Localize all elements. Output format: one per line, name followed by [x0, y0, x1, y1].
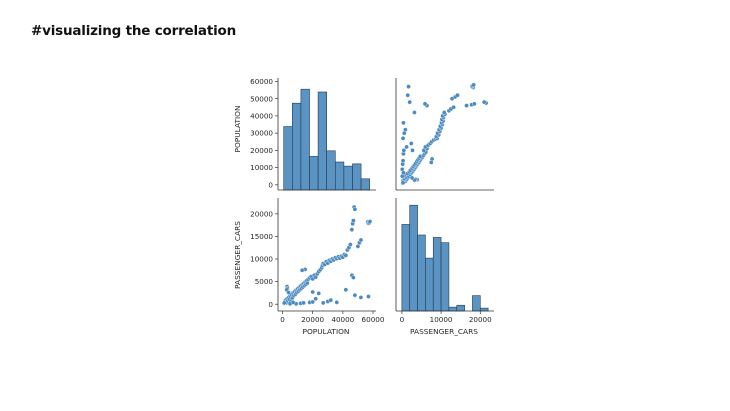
hist-bar	[401, 224, 411, 312]
scatter-point	[401, 170, 406, 176]
ylabel-population: POPULATION	[233, 106, 242, 153]
panel-population-hist: 0 10000 20000 30000 40000 50000 60000	[250, 77, 376, 191]
hist-bar	[432, 237, 442, 312]
axis-labels: POPULATION PASSENGER_CARS POPULATION PAS…	[233, 106, 478, 336]
scatter-point	[352, 292, 358, 298]
scatter-point	[407, 99, 413, 105]
hist-bar	[352, 163, 362, 191]
scatter-point	[290, 300, 296, 305]
scatter-point	[428, 160, 434, 165]
scatter-point	[441, 110, 447, 115]
scatter-point	[405, 92, 411, 98]
scatter-point	[401, 148, 407, 153]
hist-bar	[334, 161, 345, 191]
x-tick-label: 0	[400, 315, 405, 324]
hist-bar	[440, 242, 450, 312]
hist-bar	[309, 156, 319, 191]
x-tick-label: 20000	[301, 315, 324, 324]
scatter-point	[299, 268, 305, 273]
x-tick-label: 20000	[469, 315, 492, 324]
panel-population-vs-cars	[395, 78, 494, 191]
scatter-point	[351, 275, 356, 280]
y-tick-label: 20000	[250, 146, 273, 155]
scatter-point	[451, 104, 456, 110]
hist-bar	[409, 204, 418, 312]
scatter-point	[343, 253, 349, 258]
scatter-point	[400, 158, 406, 164]
scatter-point	[401, 120, 406, 126]
y-tick-label: 60000	[250, 77, 273, 86]
x-tick-label: 60000	[362, 315, 385, 324]
pairplot-figure: 0 10000 20000 30000 40000 50000 60000 0 5000 100…	[233, 77, 494, 336]
scatter-point	[410, 148, 415, 153]
scatter-point	[348, 242, 353, 247]
hist-bar	[326, 150, 336, 191]
scatter-point	[310, 299, 315, 305]
hist-bar	[479, 307, 489, 312]
y-tick-label: 50000	[250, 94, 273, 103]
hist-bar	[283, 126, 293, 191]
x-tick-label: 10000	[430, 315, 453, 324]
scatter-point	[358, 237, 364, 243]
panel-cars-hist: 0 10000 20000	[395, 198, 494, 324]
xlabel-passenger-cars: PASSENGER_CARS	[410, 327, 478, 336]
y-tick-label: 10000	[250, 163, 273, 172]
scatter-point	[403, 127, 408, 132]
hist-bar	[292, 102, 302, 191]
y-tick-label: 15000	[250, 232, 273, 241]
scatter-point	[412, 110, 417, 115]
hist-bar	[343, 165, 353, 191]
scatter-point	[400, 180, 406, 186]
scatter-point	[316, 291, 322, 296]
hist-bar	[300, 88, 310, 191]
scatter-point	[464, 103, 469, 108]
scatter-point	[282, 300, 287, 306]
scatter-point	[301, 300, 306, 306]
y-tick-label: 30000	[250, 129, 273, 138]
scatter-point	[471, 82, 476, 88]
hist-bar	[425, 257, 434, 312]
y-tick-label: 5000	[255, 277, 274, 286]
y-tick-label: 0	[268, 300, 273, 309]
hist-bar	[448, 306, 458, 312]
ylabel-passenger-cars: PASSENGER_CARS	[233, 221, 242, 289]
scatter-point	[472, 101, 477, 107]
scatter-point	[349, 227, 355, 232]
hist-bar	[456, 304, 465, 312]
scatter-point	[358, 295, 364, 300]
scatter-point	[286, 290, 291, 295]
scatter-point	[366, 294, 371, 299]
hist-bar	[472, 295, 481, 312]
hist-bar	[360, 178, 370, 191]
scatter-point	[320, 300, 326, 306]
scatter-point	[481, 99, 487, 105]
scatter-point	[406, 84, 411, 89]
y-tick-label: 40000	[250, 112, 273, 121]
hist-bar	[317, 91, 327, 191]
slide-title: #visualizing the correlation	[31, 23, 236, 39]
scatter-point	[422, 101, 428, 107]
scatter-point	[343, 287, 349, 293]
hist-bar	[417, 234, 426, 312]
xlabel-population: POPULATION	[303, 327, 350, 336]
scatter-point	[334, 300, 340, 305]
scatter-point	[400, 136, 406, 141]
x-tick-label: 40000	[331, 315, 354, 324]
scatter-point	[455, 92, 460, 98]
scatter-point	[328, 297, 334, 303]
scatter-point	[352, 206, 358, 212]
scatter-point	[313, 296, 318, 302]
scatter-point	[408, 141, 414, 146]
panel-cars-vs-population: 0 5000 10000 15000 20000 0 20000 40000 60000	[250, 198, 385, 324]
scatter-point	[367, 219, 373, 224]
y-tick-label: 10000	[250, 255, 273, 264]
scatter-point	[351, 218, 356, 223]
scatter-point	[310, 289, 315, 295]
y-tick-label: 20000	[250, 209, 273, 218]
x-tick-label: 0	[280, 315, 285, 324]
scatter-point	[404, 144, 409, 150]
y-tick-label: 0	[268, 180, 273, 189]
scatter-point	[409, 175, 415, 181]
